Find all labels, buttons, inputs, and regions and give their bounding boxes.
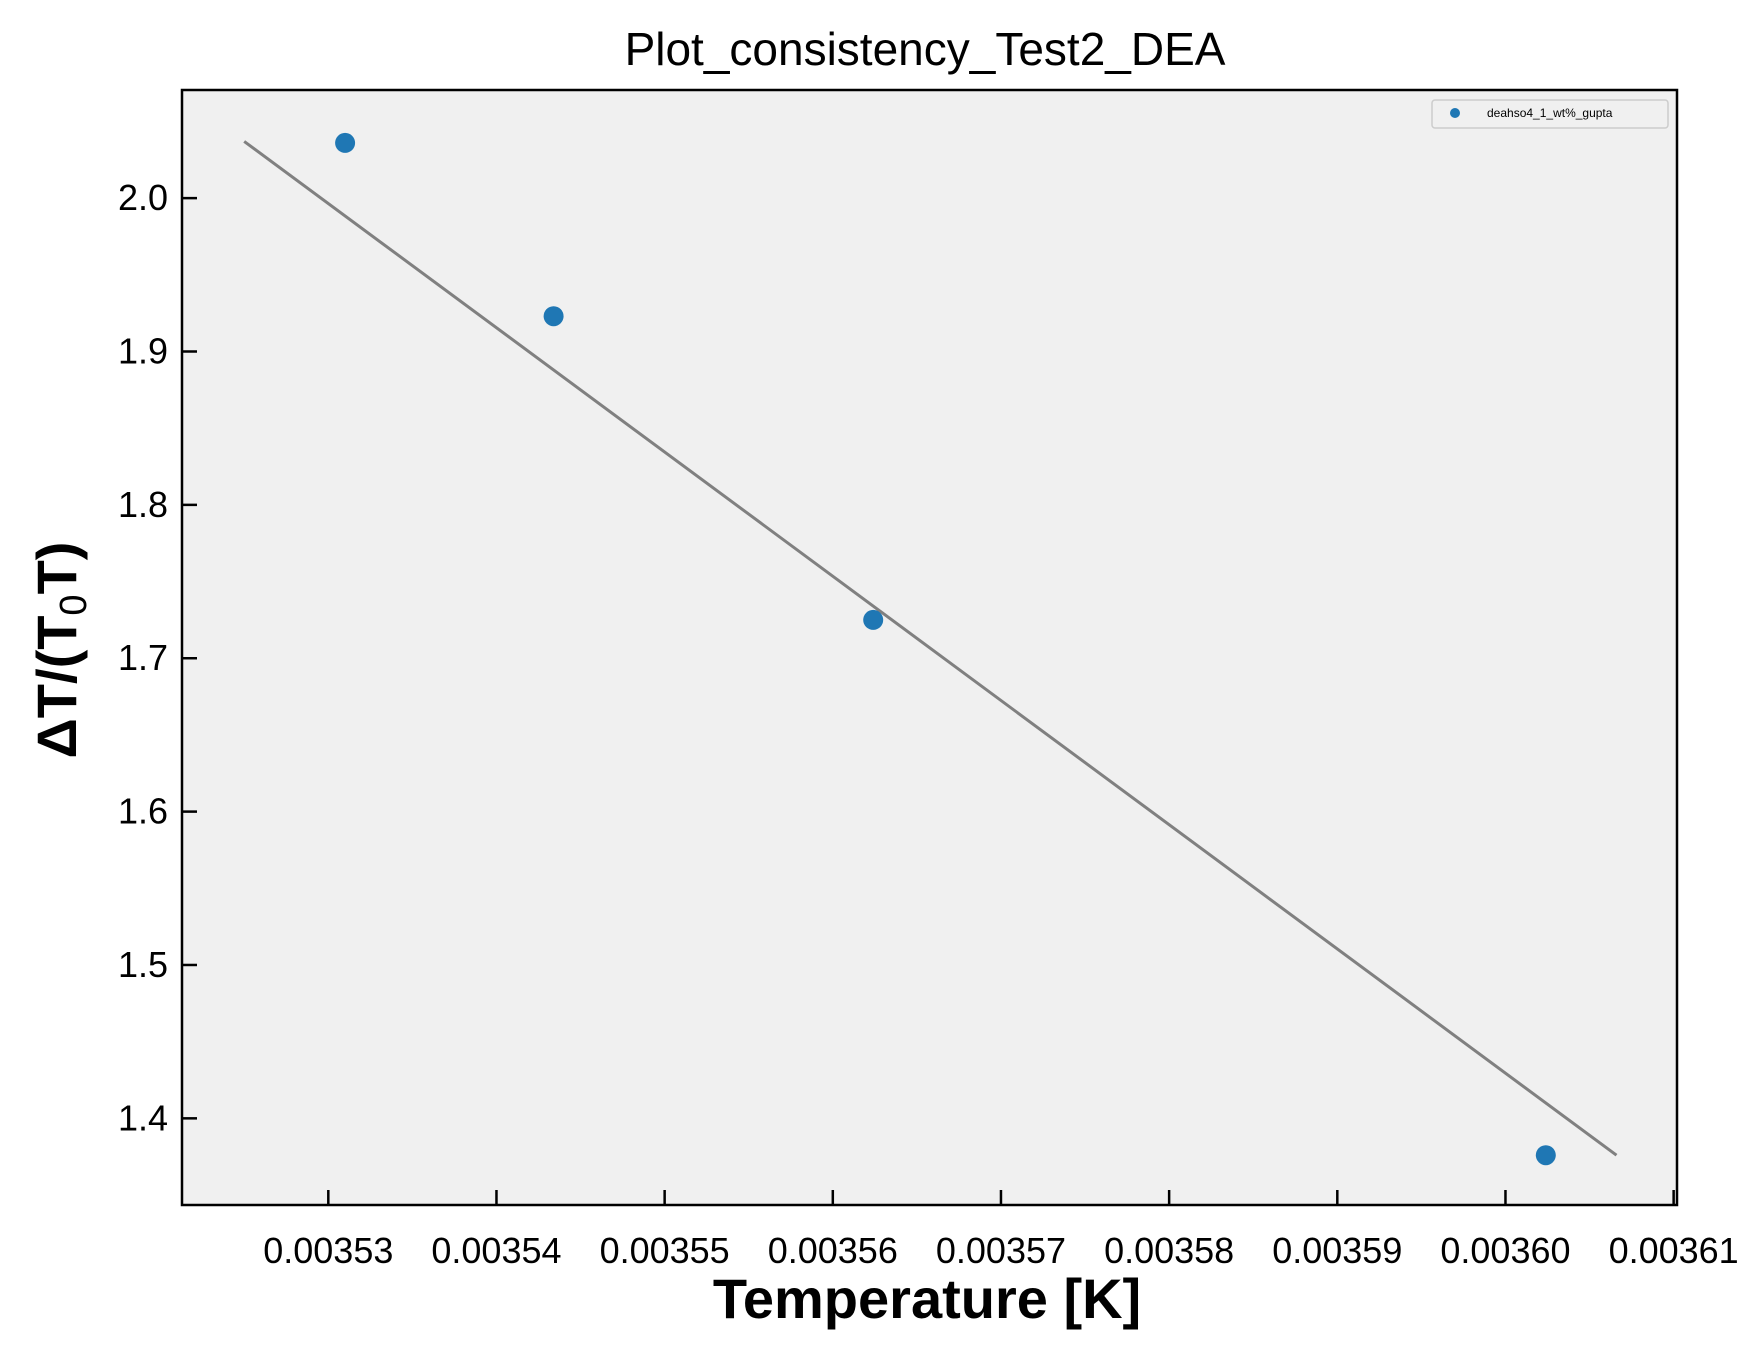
x-tick-label: 0.00361 <box>1609 1230 1739 1271</box>
plot-frame <box>180 88 1679 1207</box>
y-axis-label: ΔT/(T0T) <box>25 542 95 759</box>
x-tick-label: 0.00354 <box>431 1230 561 1271</box>
y-tick-label: 1.5 <box>118 944 168 985</box>
legend-label: deahso4_1_wt%_gupta <box>1487 106 1613 120</box>
y-tick-label: 1.6 <box>118 791 168 832</box>
chart-marks <box>243 132 1618 1166</box>
y-axis-label-suffix: T) <box>25 542 88 595</box>
legend: deahso4_1_wt%_gupta <box>1431 99 1669 129</box>
x-tick-label: 0.00357 <box>936 1230 1066 1271</box>
x-axis-label: Temperature [K] <box>713 1267 1141 1330</box>
data-point <box>1535 1145 1556 1166</box>
x-tick-label: 0.00358 <box>1104 1230 1234 1271</box>
x-tick-label: 0.00356 <box>768 1230 898 1271</box>
x-tick-label: 0.00353 <box>263 1230 393 1271</box>
x-tick-label: 0.00360 <box>1440 1230 1570 1271</box>
legend-box <box>1431 99 1669 129</box>
y-tick-label: 1.9 <box>118 330 168 371</box>
y-tick-label: 1.8 <box>118 484 168 525</box>
fit-line <box>243 140 1618 1157</box>
x-tick-label: 0.00359 <box>1272 1230 1402 1271</box>
x-tick-label: 0.00355 <box>600 1230 730 1271</box>
legend-marker <box>1450 108 1460 118</box>
x-axis: 0.00353 0.00354 0.00355 0.00356 0.00357 0.003… <box>263 1190 1739 1271</box>
y-axis: 1.4 1.5 1.6 1.7 1.8 1.9 2.0 <box>118 177 197 1138</box>
y-axis-label-subscript: 0 <box>53 594 95 615</box>
y-axis-label-prefix: ΔT/(T <box>25 616 88 759</box>
chart-title: Plot_consistency_Test2_DEA <box>625 23 1226 75</box>
data-point <box>863 609 884 630</box>
data-point <box>543 306 564 327</box>
y-tick-label: 1.7 <box>118 637 168 678</box>
data-point <box>335 132 356 153</box>
y-tick-label: 2.0 <box>118 177 168 218</box>
y-tick-label: 1.4 <box>118 1097 168 1138</box>
